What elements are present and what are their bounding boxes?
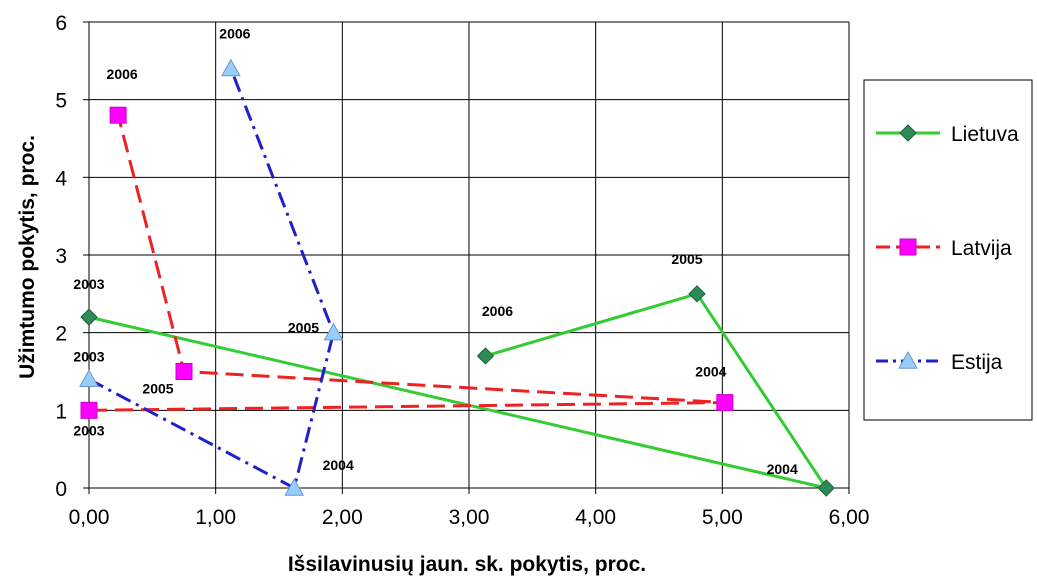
data-point-latvija-2003 xyxy=(80,401,98,419)
year-label-latvija-2003: 2003 xyxy=(73,422,104,438)
year-label-lietuva-2004: 2004 xyxy=(767,461,798,477)
y-axis-title: Užimtumo pokytis, proc. xyxy=(16,135,39,379)
y-tick-label: 0 xyxy=(55,478,67,501)
data-point-latvija-2006 xyxy=(109,106,127,124)
year-label-lietuva-2005: 2005 xyxy=(671,251,702,267)
legend-box xyxy=(863,79,1033,421)
tick-labels: 0,00 1,00 2,00 3,00 4,00 5,00 6,00 0 1 2 3 4 5 6 xyxy=(55,12,869,529)
data-point-latvija-2005 xyxy=(175,363,193,380)
data-point-estija-2003 xyxy=(79,369,99,387)
year-label-estija-2004: 2004 xyxy=(323,457,354,473)
year-label-estija-2005: 2005 xyxy=(288,320,319,336)
y-tick-label: 3 xyxy=(55,245,67,268)
year-label-lietuva-2003: 2003 xyxy=(73,276,104,292)
y-tick-label: 5 xyxy=(55,90,67,113)
y-tick-label: 2 xyxy=(55,323,67,346)
year-label-estija-2006: 2006 xyxy=(219,26,250,42)
y-tick-label: 4 xyxy=(55,167,67,190)
year-labels: 2003 2004 2005 2006 2003 2004 2005 2006 2003 2004… xyxy=(73,26,798,477)
legend-marker-latvija xyxy=(899,238,917,256)
series-line-lietuva xyxy=(88,292,830,491)
series-lines xyxy=(88,68,830,491)
legend-marker-estija xyxy=(898,350,918,369)
legend-marker-lietuva xyxy=(899,124,917,142)
series-line-estija xyxy=(88,68,336,491)
year-label-latvija-2006: 2006 xyxy=(107,66,138,82)
y-tick-label: 1 xyxy=(55,400,67,423)
series-markers xyxy=(79,58,835,497)
x-tick-label: 1,00 xyxy=(195,506,236,529)
x-tick-label: 5,00 xyxy=(702,506,743,529)
series-line-latvija xyxy=(88,114,725,412)
data-point-lietuva-2003 xyxy=(80,308,98,326)
data-point-estija-2005 xyxy=(323,322,344,341)
data-point-estija-2004 xyxy=(284,477,305,496)
y-tick-label: 6 xyxy=(55,12,67,35)
x-tick-label: 2,00 xyxy=(322,506,363,529)
data-point-lietuva-2004 xyxy=(817,479,835,497)
legend-label-latvija: Latvija xyxy=(951,237,1012,260)
year-label-lietuva-2006: 2006 xyxy=(482,303,513,319)
legend: Lietuva Latvija Estija xyxy=(863,79,1033,421)
data-point-lietuva-2005 xyxy=(688,285,706,303)
x-tick-label: 0,00 xyxy=(69,506,110,529)
year-label-latvija-2004: 2004 xyxy=(695,364,726,380)
x-tick-label: 3,00 xyxy=(449,506,490,529)
data-point-lietuva-2006 xyxy=(476,347,495,365)
legend-label-lietuva: Lietuva xyxy=(951,123,1019,146)
year-label-estija-2003: 2003 xyxy=(73,348,104,364)
x-axis-title: Išsilavinusių jaun. sk. pokytis, proc. xyxy=(288,553,646,576)
x-tick-label: 4,00 xyxy=(575,506,616,529)
legend-label-estija: Estija xyxy=(951,351,1003,374)
x-tick-label: 6,00 xyxy=(829,506,870,529)
data-point-estija-2006 xyxy=(221,58,241,77)
year-label-latvija-2005: 2005 xyxy=(142,381,173,397)
data-point-latvija-2004 xyxy=(716,394,734,412)
